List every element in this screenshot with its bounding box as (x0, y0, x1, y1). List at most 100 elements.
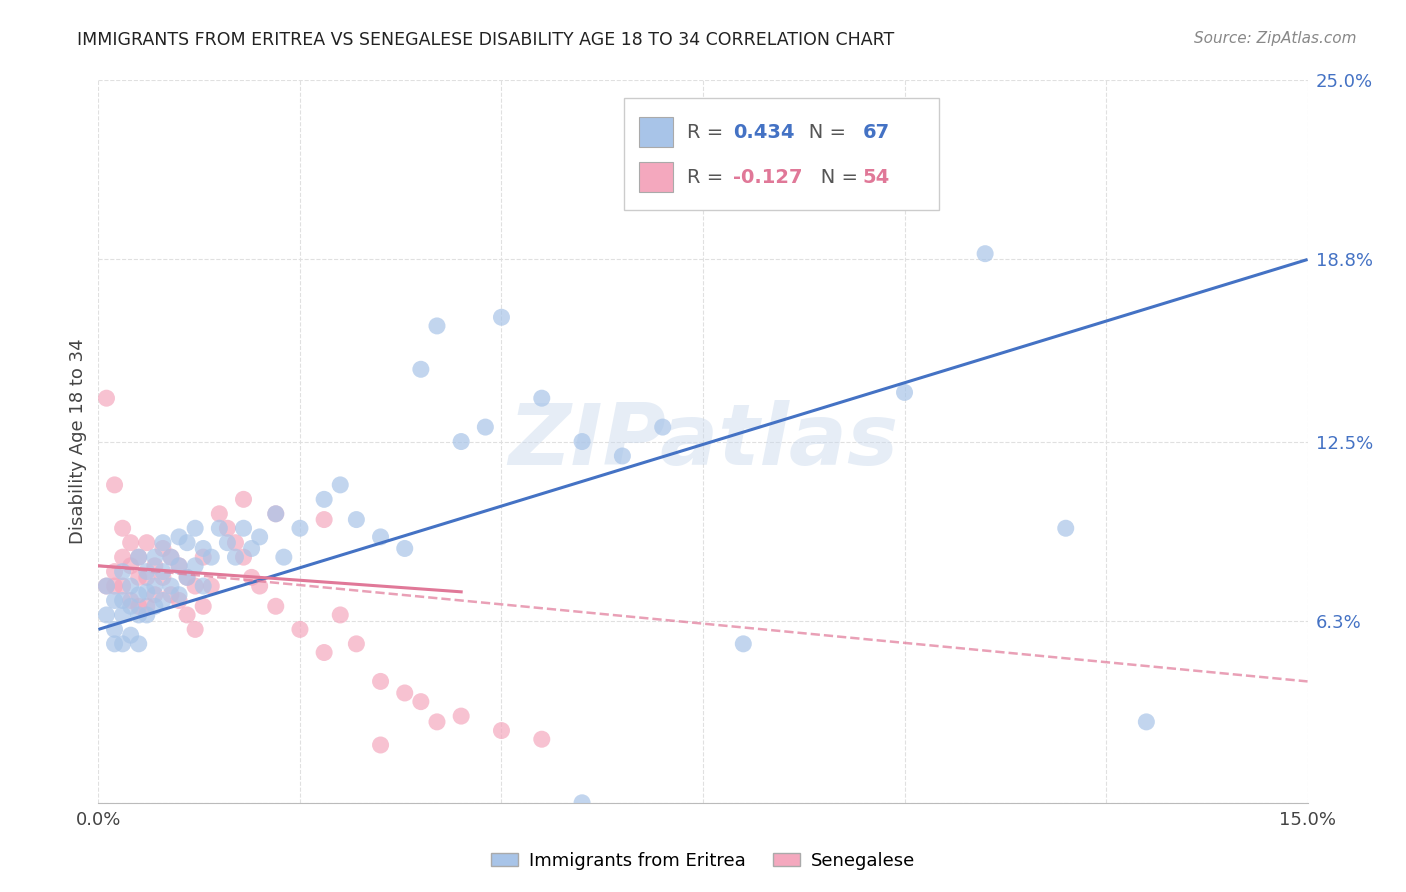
Point (249, 579, 271, 593)
Point (193, 599, 215, 614)
Point (370, 674, 392, 689)
Point (111, 550, 134, 565)
Point (111, 637, 134, 651)
Point (193, 579, 215, 593)
Point (120, 535, 142, 549)
Point (491, 310, 513, 325)
Point (96, 607, 118, 622)
Point (120, 628, 142, 642)
Point (232, 492, 254, 507)
Point (135, 584, 157, 599)
FancyBboxPatch shape (624, 98, 939, 211)
Point (370, 738, 392, 752)
Text: N =: N = (790, 123, 852, 142)
Point (135, 599, 157, 614)
Point (184, 579, 207, 593)
Point (193, 550, 215, 565)
Point (120, 599, 142, 614)
Text: -0.127: -0.127 (734, 169, 803, 187)
Text: Source: ZipAtlas.com: Source: ZipAtlas.com (1194, 31, 1357, 46)
Point (370, 530, 392, 544)
Point (426, 714, 449, 729)
Point (249, 530, 271, 544)
Point (120, 558, 142, 573)
Point (240, 570, 263, 584)
Point (143, 579, 166, 593)
Point (409, 362, 432, 376)
Point (530, 391, 553, 405)
Point (128, 637, 150, 651)
Point (1135, 714, 1157, 729)
Point (394, 686, 416, 700)
Point (184, 521, 207, 535)
Point (128, 607, 150, 622)
Point (813, 125, 835, 139)
Point (160, 550, 183, 565)
Point (135, 607, 157, 622)
Point (167, 558, 190, 573)
Point (111, 565, 134, 579)
Point (224, 550, 246, 565)
Point (208, 521, 231, 535)
Point (409, 695, 432, 709)
Point (193, 541, 215, 556)
Point (344, 637, 367, 651)
Point (111, 579, 134, 593)
Point (176, 570, 198, 584)
Text: N =: N = (803, 169, 865, 187)
Point (103, 637, 125, 651)
Point (264, 507, 287, 521)
Point (974, 246, 997, 260)
Point (120, 593, 142, 607)
Point (167, 588, 190, 602)
Point (264, 599, 287, 614)
Point (111, 521, 134, 535)
Point (167, 593, 190, 607)
Point (1054, 521, 1077, 535)
Point (128, 550, 150, 565)
Text: 54: 54 (863, 169, 890, 187)
Point (184, 623, 207, 637)
Point (217, 521, 239, 535)
Point (143, 550, 166, 565)
Point (152, 570, 174, 584)
FancyBboxPatch shape (638, 162, 673, 193)
Point (176, 607, 198, 622)
Point (143, 588, 166, 602)
Point (135, 565, 157, 579)
Point (264, 507, 287, 521)
Point (208, 507, 231, 521)
Point (96, 391, 118, 405)
Point (329, 607, 352, 622)
Point (200, 550, 222, 565)
Point (733, 637, 755, 651)
Point (450, 434, 472, 449)
Point (224, 535, 246, 549)
Point (394, 541, 416, 556)
Point (571, 434, 593, 449)
Point (143, 558, 166, 573)
Point (314, 512, 336, 526)
Point (612, 449, 634, 463)
Text: ZIPatlas: ZIPatlas (508, 400, 898, 483)
Point (111, 607, 134, 622)
Point (135, 535, 157, 549)
Point (329, 478, 352, 492)
Legend: Immigrants from Eritrea, Senegalese: Immigrants from Eritrea, Senegalese (484, 845, 922, 877)
Point (288, 521, 311, 535)
Text: IMMIGRANTS FROM ERITREA VS SENEGALESE DISABILITY AGE 18 TO 34 CORRELATION CHART: IMMIGRANTS FROM ERITREA VS SENEGALESE DI… (77, 31, 894, 49)
Point (128, 570, 150, 584)
Text: R =: R = (688, 169, 730, 187)
Point (530, 732, 553, 747)
Point (571, 796, 593, 810)
Point (152, 565, 174, 579)
Point (450, 709, 472, 723)
Point (651, 420, 673, 434)
Text: 67: 67 (863, 123, 890, 142)
Y-axis label: Disability Age 18 to 34: Disability Age 18 to 34 (69, 339, 87, 544)
Text: R =: R = (688, 123, 730, 142)
Point (240, 541, 263, 556)
Point (128, 588, 150, 602)
Point (474, 420, 496, 434)
Point (103, 565, 125, 579)
